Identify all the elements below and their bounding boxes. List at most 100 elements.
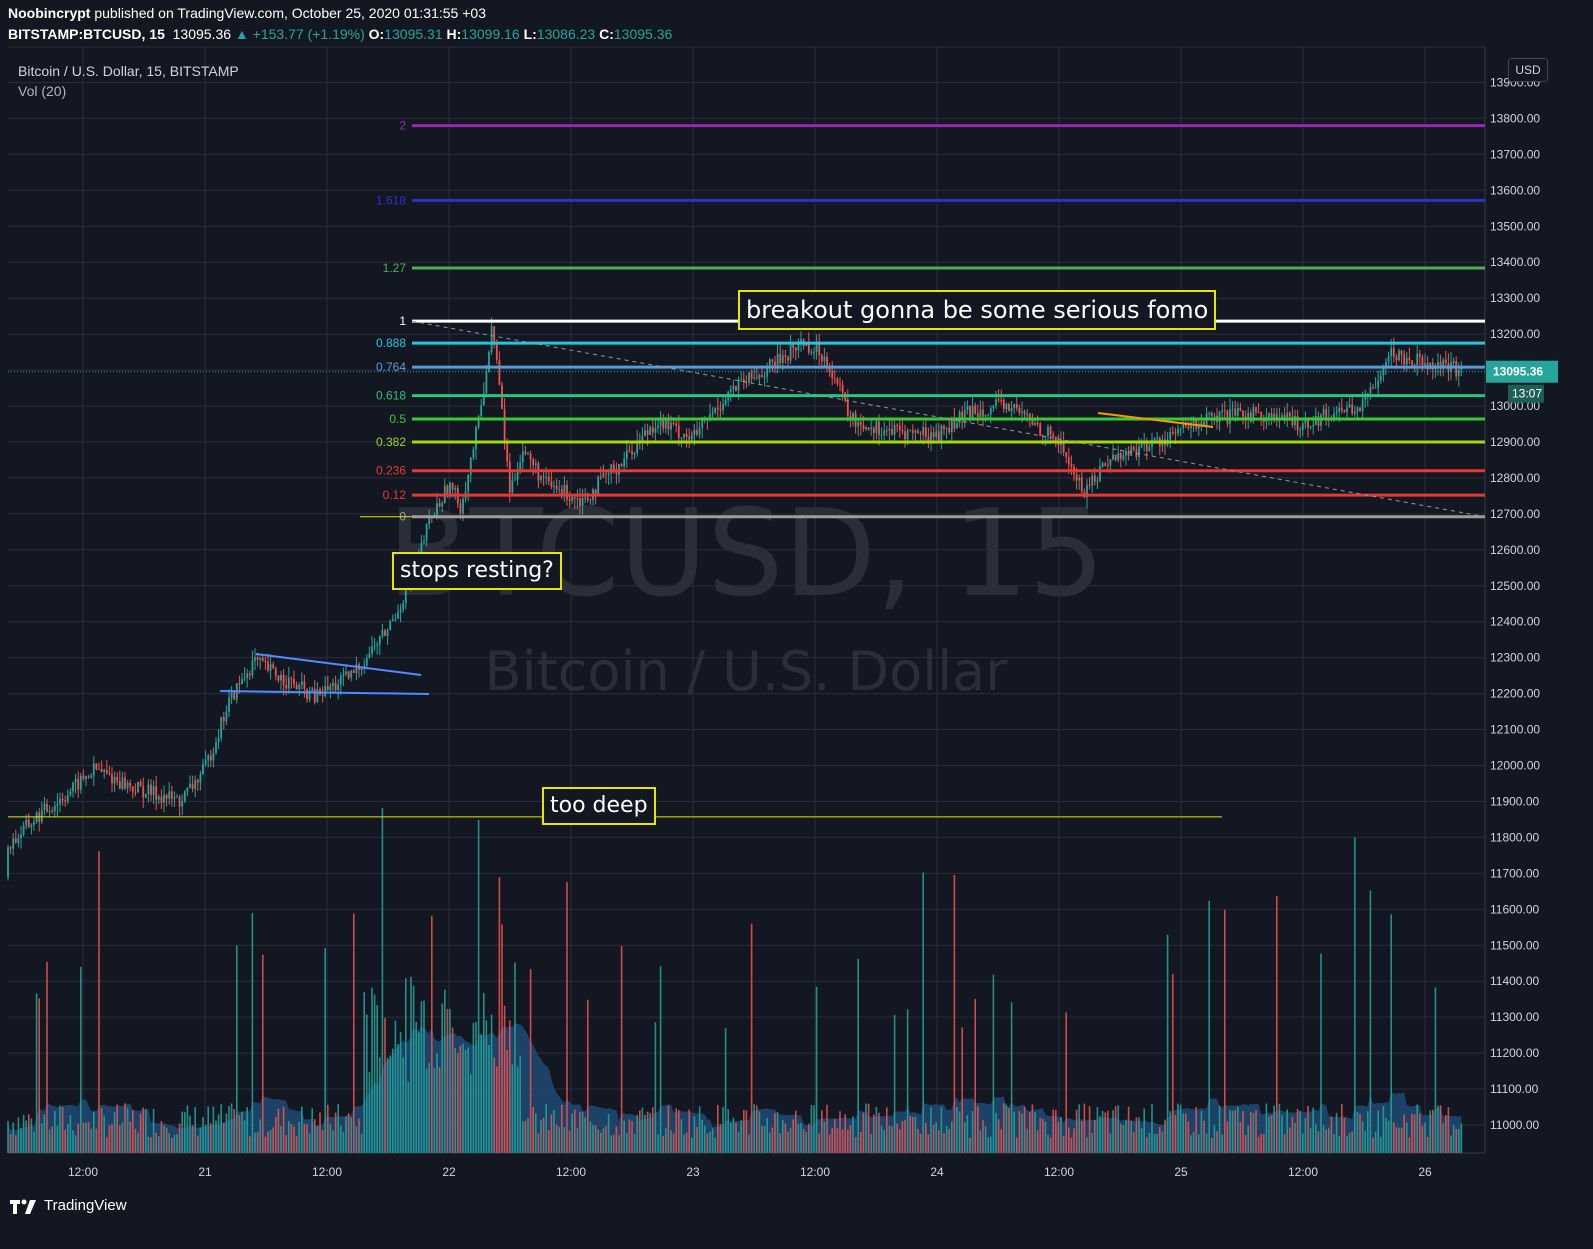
- candle-body: [839, 383, 841, 385]
- note-too-deep[interactable]: too deep: [542, 787, 656, 825]
- candle-body: [579, 498, 581, 506]
- volume-bar: [1065, 1012, 1067, 1153]
- volume-bar: [1060, 1117, 1062, 1153]
- candle-body: [1387, 356, 1390, 362]
- note-stops-resting[interactable]: stops resting?: [392, 552, 562, 590]
- volume-bar: [498, 877, 501, 1153]
- candle-body: [636, 440, 639, 454]
- volume-bar: [251, 913, 254, 1153]
- candle-body: [914, 430, 917, 433]
- candle-body: [1039, 423, 1042, 436]
- candle-body: [654, 427, 657, 433]
- candle-body: [1255, 407, 1257, 412]
- volume-bar: [402, 1057, 404, 1153]
- volume-bar: [581, 1111, 584, 1153]
- candle-body: [1223, 410, 1226, 412]
- candle-body: [381, 630, 384, 637]
- volume-bar: [215, 1120, 217, 1153]
- candle-body: [732, 386, 735, 390]
- volume-bar: [644, 1114, 646, 1153]
- candle-body: [610, 464, 613, 474]
- volume-bar: [381, 807, 384, 1153]
- candle-body: [566, 484, 568, 500]
- volume-bar: [405, 978, 407, 1153]
- candle-body: [823, 356, 826, 362]
- candle-body: [1187, 426, 1190, 429]
- volume-bar: [394, 1020, 397, 1153]
- candle-body: [1413, 365, 1416, 367]
- volume-bar: [594, 1125, 597, 1153]
- note-breakout[interactable]: breakout gonna be some serious fomo: [738, 290, 1217, 330]
- candle-body: [108, 772, 111, 775]
- volume-bar: [407, 1081, 410, 1153]
- candle-body: [69, 791, 72, 796]
- fib-level-label: 1.27: [383, 261, 407, 275]
- candle-body: [1010, 408, 1013, 412]
- candle-body: [888, 428, 891, 431]
- volume-bar: [1190, 1135, 1192, 1153]
- candle-body: [1369, 387, 1372, 394]
- volume-bar: [904, 1119, 906, 1153]
- candle-body: [12, 838, 15, 849]
- volume-bar: [1213, 1125, 1216, 1153]
- volume-bar: [774, 1113, 776, 1153]
- candle-body: [1140, 443, 1143, 447]
- candle-body: [828, 366, 831, 372]
- volume-bar: [818, 1133, 820, 1153]
- volume-bar: [1380, 1136, 1382, 1153]
- tradingview-logo[interactable]: TradingView: [10, 1197, 127, 1214]
- volume-bar: [849, 1124, 852, 1153]
- volume-legend[interactable]: Vol (20): [18, 83, 67, 99]
- candle-body: [27, 819, 30, 828]
- volume-bar: [56, 1125, 59, 1153]
- low-value: 13086.23: [536, 26, 596, 42]
- volume-bar: [1398, 1127, 1400, 1153]
- candle-body: [896, 425, 899, 427]
- volume-bar: [1231, 1110, 1234, 1153]
- candle-body: [794, 347, 797, 351]
- volume-bar: [15, 1135, 17, 1153]
- volume-bar: [1364, 1131, 1366, 1153]
- candle-body: [215, 742, 217, 753]
- candle-body: [818, 344, 821, 355]
- volume-bar: [545, 1104, 547, 1153]
- volume-bar: [566, 882, 568, 1153]
- candle-body: [462, 498, 464, 514]
- candle-body: [1192, 419, 1195, 423]
- volume-bar: [1289, 1127, 1291, 1153]
- volume-bar: [844, 1114, 846, 1153]
- volume-bar: [1088, 1106, 1091, 1153]
- volume-bar: [1359, 1113, 1361, 1153]
- volume-bar: [1387, 1120, 1390, 1153]
- currency-button[interactable]: USD: [1508, 58, 1548, 82]
- volume-bar: [1039, 1117, 1041, 1153]
- candle-body: [716, 407, 719, 410]
- candle-body: [1132, 446, 1135, 450]
- volume-bar: [610, 1135, 612, 1153]
- volume-bar: [1211, 1137, 1213, 1153]
- candle-body: [498, 360, 501, 385]
- volume-bar: [636, 1115, 638, 1153]
- symbol-interval: BITSTAMP:BTCUSD, 15: [8, 26, 165, 42]
- candle-body: [186, 787, 189, 792]
- candle-body: [693, 429, 696, 435]
- author-name[interactable]: Noobincrypt: [8, 5, 91, 21]
- candle-body: [1457, 369, 1460, 377]
- volume-bar: [366, 1014, 368, 1153]
- volume-bar: [342, 1132, 345, 1153]
- volume-bar: [1062, 1135, 1065, 1153]
- x-tick-label: 25: [1174, 1165, 1188, 1179]
- volume-bar: [1185, 1113, 1187, 1153]
- candle-body: [672, 422, 675, 424]
- volume-bar: [345, 1116, 347, 1153]
- volume-bar: [1208, 900, 1210, 1153]
- candle-body: [927, 437, 930, 441]
- volume-bar: [1068, 1127, 1070, 1153]
- volume-bar: [899, 1129, 901, 1153]
- candle-body: [1067, 457, 1070, 465]
- candle-body: [176, 796, 178, 798]
- candle-body: [677, 425, 680, 438]
- volume-bar: [1382, 1106, 1385, 1153]
- volume-bar: [64, 1129, 66, 1153]
